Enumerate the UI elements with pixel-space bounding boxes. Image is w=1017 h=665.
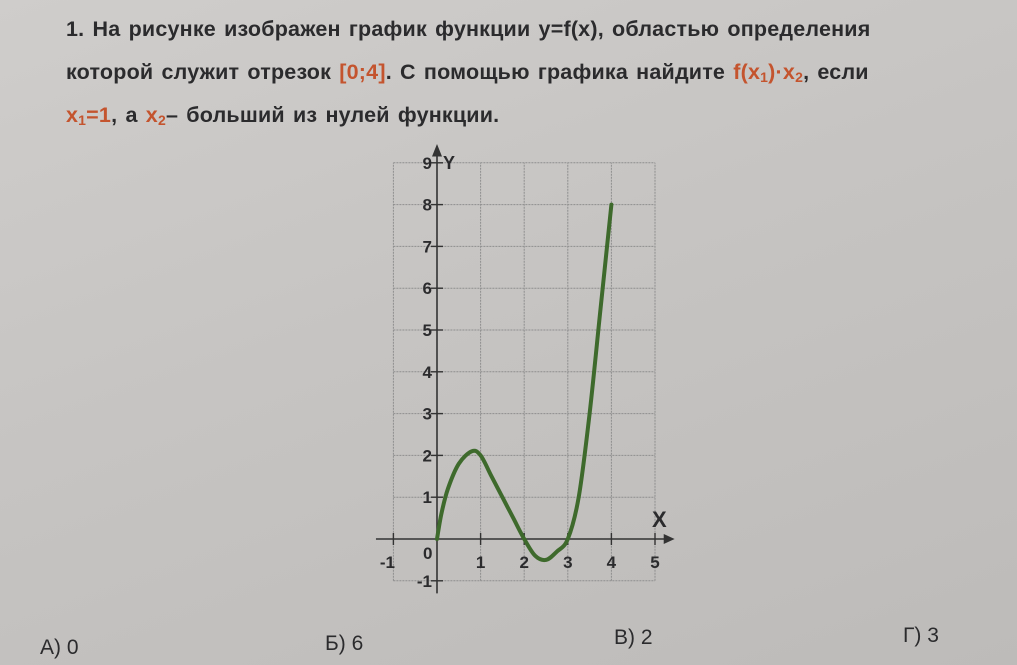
tick-labels: -1 1 2 3 4 5 -1 1 2 3 4 5 6 7 8 9 <box>380 154 660 591</box>
y-tick-label: 2 <box>423 446 432 465</box>
x-axis-arrow-icon <box>663 534 675 544</box>
x-axis-label: X <box>652 507 667 532</box>
y-tick-label: 7 <box>423 237 432 256</box>
problem-line-3: x1=1, а x2– больший из нулей функции. <box>66 103 500 128</box>
y-tick-label: 9 <box>423 154 432 173</box>
answer-option-c[interactable]: В) 2 <box>614 626 653 649</box>
x-tick-label: -1 <box>380 553 395 572</box>
answer-option-d[interactable]: Г) 3 <box>903 624 939 647</box>
x2-variable: x2 <box>145 103 166 128</box>
problem-statement: 1. На рисунке изображен график функции y… <box>66 8 996 137</box>
y-tick-label: -1 <box>417 572 432 591</box>
origin-label: 0 <box>423 544 432 563</box>
x-tick-label: 2 <box>519 553 528 572</box>
x-tick-label: 1 <box>476 553 485 572</box>
x-tick-label: 3 <box>563 553 572 572</box>
domain-interval: [0;4] <box>339 60 386 84</box>
y-tick-label: 4 <box>423 363 433 382</box>
answer-option-a[interactable]: А) 0 <box>40 636 79 659</box>
function-curve <box>435 202 614 563</box>
y-tick-label: 5 <box>423 321 432 340</box>
y-tick-label: 3 <box>423 405 432 424</box>
x1-definition: x1=1 <box>66 103 112 128</box>
y-tick-label: 1 <box>423 488 432 507</box>
answer-option-b[interactable]: Б) 6 <box>325 632 364 655</box>
y-tick-label: 8 <box>423 196 432 215</box>
y-axis-label: Y <box>443 153 455 173</box>
x-tick-label: 5 <box>650 553 659 572</box>
y-axis-arrow-icon <box>432 143 442 157</box>
target-expression: f(x1)·x2 <box>733 60 804 85</box>
problem-line-1: 1. На рисунке изображен график функции y… <box>66 17 871 41</box>
x-tick-label: 4 <box>607 553 617 572</box>
problem-line-2: которой служит отрезок [0;4]. С помощью … <box>66 60 869 85</box>
axes <box>375 143 675 594</box>
y-tick-label: 6 <box>423 279 432 298</box>
